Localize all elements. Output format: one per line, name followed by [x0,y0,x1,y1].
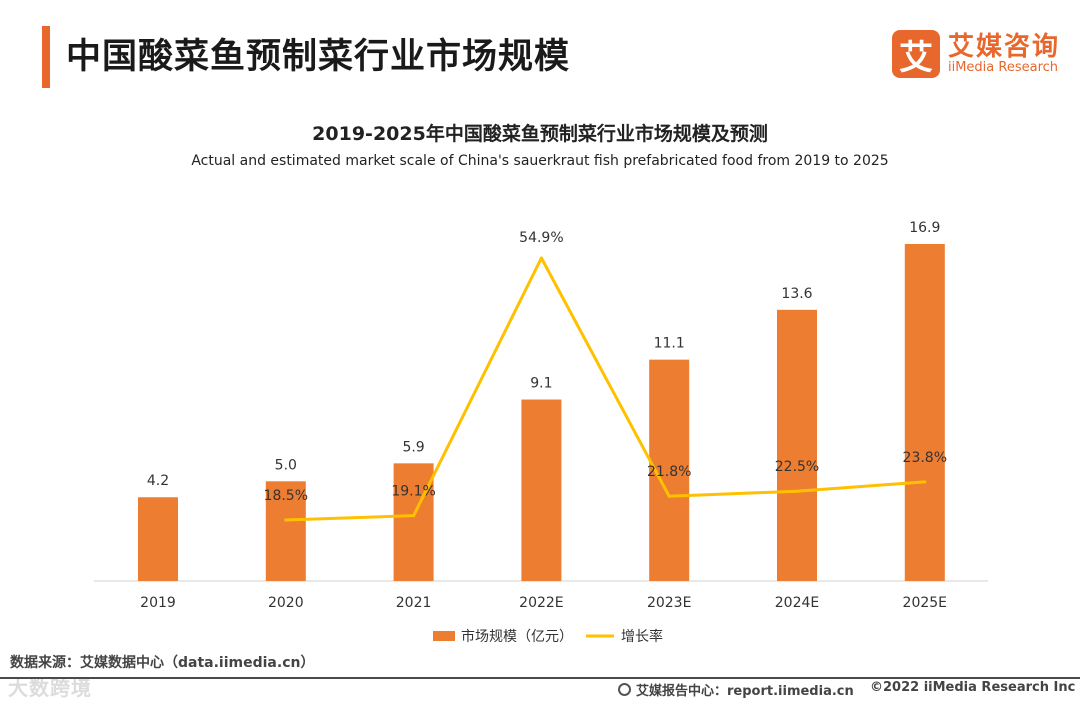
growth-rate-label-2024E: 22.5% [775,459,819,475]
bar-2022E [521,399,562,581]
data-source: 数据来源：艾媒数据中心（data.iimedia.cn） [10,655,315,671]
bar-value-label-2022E: 9.1 [530,376,552,392]
x-tick-label-2025E: 2025E [903,595,947,611]
legend-bar-swatch [433,631,455,641]
watermark: 大数跨境 [8,676,92,700]
report-center-link[interactable]: 艾媒报告中心：report.iimedia.cn [618,680,854,699]
title-accent-bar [42,26,50,88]
brand-name-en: iiMedia Research [947,60,1059,76]
bar-2025E [904,244,945,581]
chart-subtitle: Actual and estimated market scale of Chi… [191,153,889,169]
brand-logo: 艾 艾媒咨询 iiMedia Research [891,30,1060,78]
bar-2021 [393,463,434,581]
x-tick-label-2019: 2019 [140,595,176,611]
bar-value-label-2019: 4.2 [147,473,169,489]
brand-name-cn: 艾媒咨询 [947,31,1060,62]
x-tick-label-2020: 2020 [268,595,304,611]
x-tick-label-2023E: 2023E [647,595,691,611]
growth-rate-point-2023E [667,494,671,498]
bar-value-label-2023E: 11.1 [654,336,685,352]
brand-mark-icon: 艾 [891,30,940,78]
bar-value-label-2024E: 13.6 [781,286,812,302]
growth-rate-label-2020: 18.5% [264,488,308,504]
x-tick-label-2022E: 2022E [519,595,563,611]
growth-rate-point-2024E [795,489,799,493]
bar-2019 [138,497,178,581]
growth-rate-label-2022E: 54.9% [519,230,563,246]
copyright: ©2022 iiMedia Research Inc [870,680,1076,695]
globe-icon [618,683,631,696]
legend-line-label: 增长率 [621,628,663,645]
x-tick-label-2021: 2021 [396,595,432,611]
legend-bar-label: 市场规模（亿元） [461,628,573,645]
x-tick-label-2024E: 2024E [775,595,819,611]
growth-rate-point-2020 [284,518,288,522]
footer-divider [0,677,1080,679]
growth-rate-label-2023E: 21.8% [647,464,691,480]
growth-rate-point-2025E [923,480,927,484]
bar-2024E [777,309,817,581]
bar-2020 [265,481,306,581]
bar-value-label-2025E: 16.9 [909,220,940,236]
growth-rate-label-2021: 19.1% [391,484,435,500]
growth-rate-point-2022E [539,256,543,260]
chart-title: 2019-2025年中国酸菜鱼预制菜行业市场规模及预测 [312,123,768,145]
bar-value-label-2020: 5.0 [275,457,297,473]
brand-text: 艾媒咨询 iiMedia Research [947,31,1060,76]
bar-value-label-2021: 5.9 [402,439,424,455]
page-title: 中国酸菜鱼预制菜行业市场规模 [66,37,571,77]
growth-rate-label-2025E: 23.8% [903,450,947,466]
report-center-text: 艾媒报告中心：report.iimedia.cn [636,684,854,699]
growth-rate-point-2021 [412,514,416,518]
growth-rate-line [285,256,925,522]
